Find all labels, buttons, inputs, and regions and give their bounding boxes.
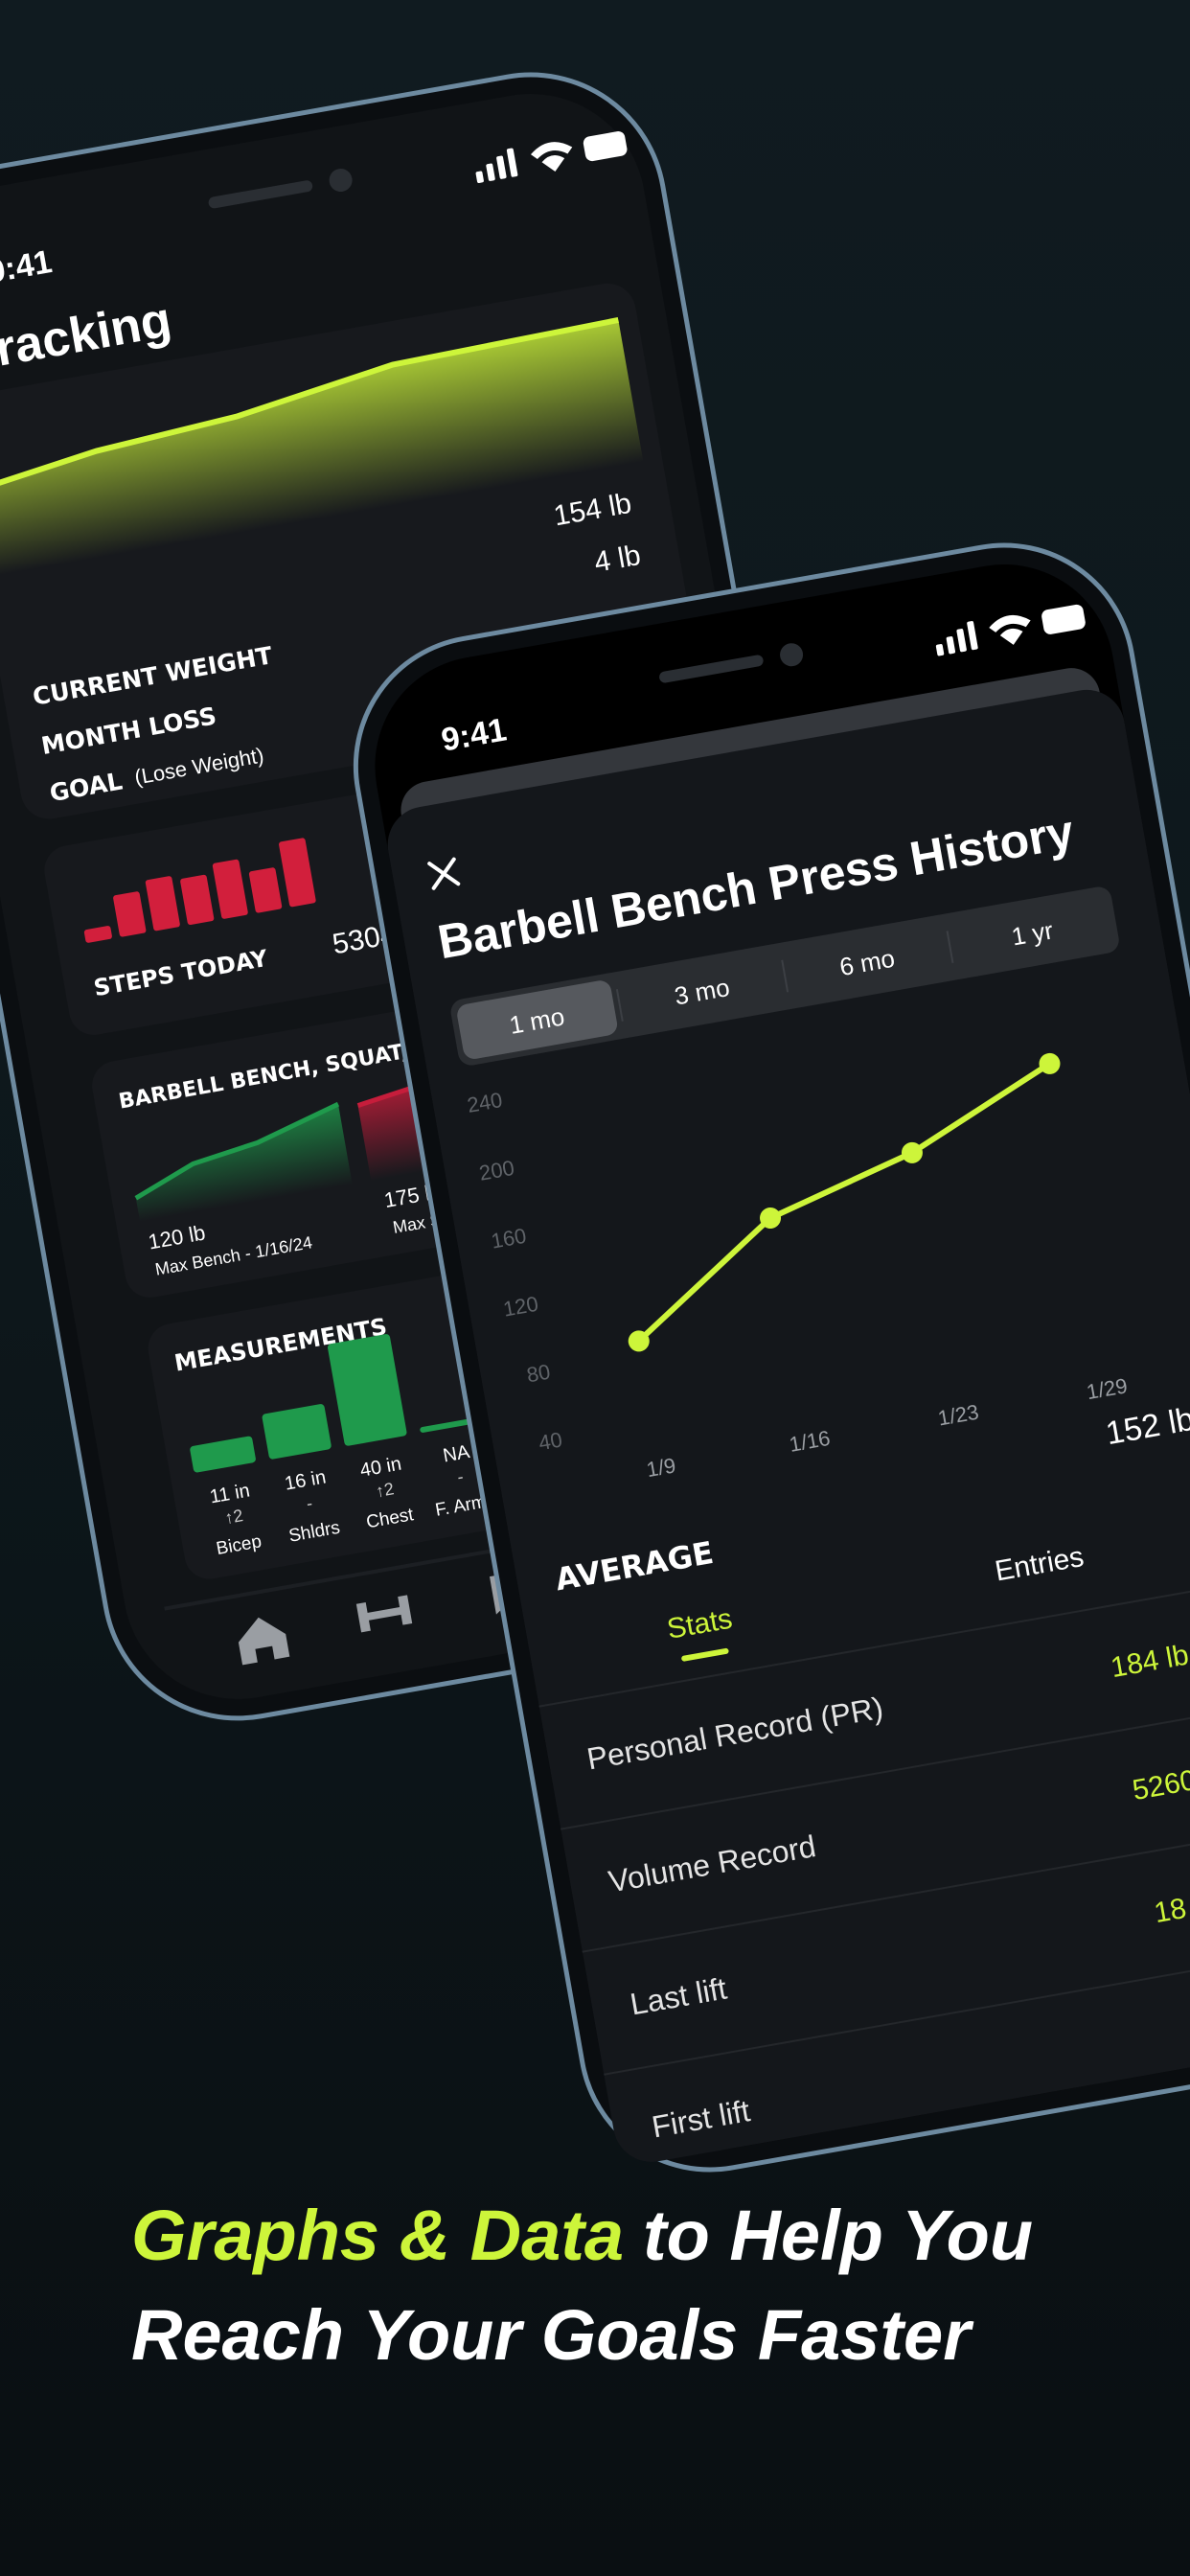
data-line bbox=[636, 1061, 1052, 1344]
close-button[interactable] bbox=[427, 857, 461, 890]
divider bbox=[538, 1576, 1190, 1708]
measurement-change: - bbox=[456, 1467, 465, 1487]
row-divider bbox=[582, 1821, 1190, 1953]
camera bbox=[780, 643, 804, 667]
y-tick-label: 40 bbox=[537, 1427, 563, 1455]
data-point bbox=[1039, 1052, 1061, 1074]
row-divider bbox=[561, 1698, 1190, 1830]
speaker bbox=[208, 180, 313, 209]
measurement-change: - bbox=[305, 1493, 313, 1513]
y-tick-label: 80 bbox=[525, 1360, 552, 1388]
range-separator bbox=[781, 959, 790, 993]
headline-line-1: Graphs & Data to Help You bbox=[131, 2196, 1033, 2275]
bench-area bbox=[135, 1104, 353, 1222]
steps-bars bbox=[83, 838, 316, 943]
camera bbox=[329, 169, 353, 193]
row-divider bbox=[604, 1944, 1190, 2076]
status-icons bbox=[475, 131, 628, 183]
weight-line bbox=[0, 316, 619, 496]
sheet bbox=[387, 689, 1190, 2162]
measurement-change: ↑2 bbox=[223, 1506, 244, 1528]
bench-line bbox=[134, 1101, 340, 1201]
range-separator bbox=[946, 931, 954, 964]
headline-highlight: Graphs & Data bbox=[131, 2196, 624, 2275]
tab-underline bbox=[681, 1647, 729, 1662]
range-selected bbox=[457, 980, 618, 1059]
data-point bbox=[901, 1141, 923, 1163]
headline-rest: to Help You bbox=[643, 2196, 1033, 2275]
measurement-value: NA bbox=[442, 1441, 472, 1467]
x-tick-label: 1/9 bbox=[645, 1453, 677, 1482]
front-phone: 9:41 Barbell Bench Press History 1 mo3 m… bbox=[353, 542, 1190, 2173]
status-icons bbox=[935, 604, 1086, 656]
data-point bbox=[628, 1330, 650, 1352]
data-point bbox=[760, 1207, 782, 1229]
speaker bbox=[659, 655, 764, 683]
headline-line-2: Reach Your Goals Faster bbox=[131, 2295, 974, 2375]
range-separator bbox=[615, 988, 624, 1022]
row-value: 18 bbox=[1152, 1893, 1189, 1929]
range-option[interactable]: 1 yr bbox=[1009, 915, 1055, 951]
weight-area bbox=[0, 319, 644, 579]
measurement-change: ↑2 bbox=[375, 1479, 396, 1501]
measurement-bars bbox=[190, 1334, 483, 1473]
